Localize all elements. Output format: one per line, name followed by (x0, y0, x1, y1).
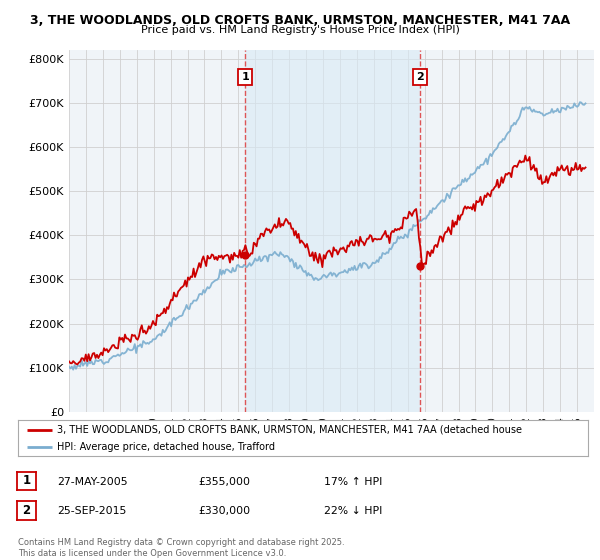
Text: £330,000: £330,000 (198, 506, 250, 516)
Text: Price paid vs. HM Land Registry's House Price Index (HPI): Price paid vs. HM Land Registry's House … (140, 25, 460, 35)
Text: 22% ↓ HPI: 22% ↓ HPI (324, 506, 382, 516)
Text: 1: 1 (241, 72, 249, 82)
Text: £355,000: £355,000 (198, 477, 250, 487)
Text: 25-SEP-2015: 25-SEP-2015 (57, 506, 127, 516)
Text: 27-MAY-2005: 27-MAY-2005 (57, 477, 128, 487)
Bar (245, 50, 421, 412)
Text: 2: 2 (22, 504, 31, 517)
Text: 1: 1 (22, 474, 31, 487)
Text: 17% ↑ HPI: 17% ↑ HPI (324, 477, 382, 487)
Text: HPI: Average price, detached house, Trafford: HPI: Average price, detached house, Traf… (57, 442, 275, 451)
Text: Contains HM Land Registry data © Crown copyright and database right 2025.
This d: Contains HM Land Registry data © Crown c… (18, 538, 344, 558)
Text: 3, THE WOODLANDS, OLD CROFTS BANK, URMSTON, MANCHESTER, M41 7AA: 3, THE WOODLANDS, OLD CROFTS BANK, URMST… (30, 14, 570, 27)
Text: 2: 2 (416, 72, 424, 82)
Text: 3, THE WOODLANDS, OLD CROFTS BANK, URMSTON, MANCHESTER, M41 7AA (detached house: 3, THE WOODLANDS, OLD CROFTS BANK, URMST… (57, 425, 522, 435)
